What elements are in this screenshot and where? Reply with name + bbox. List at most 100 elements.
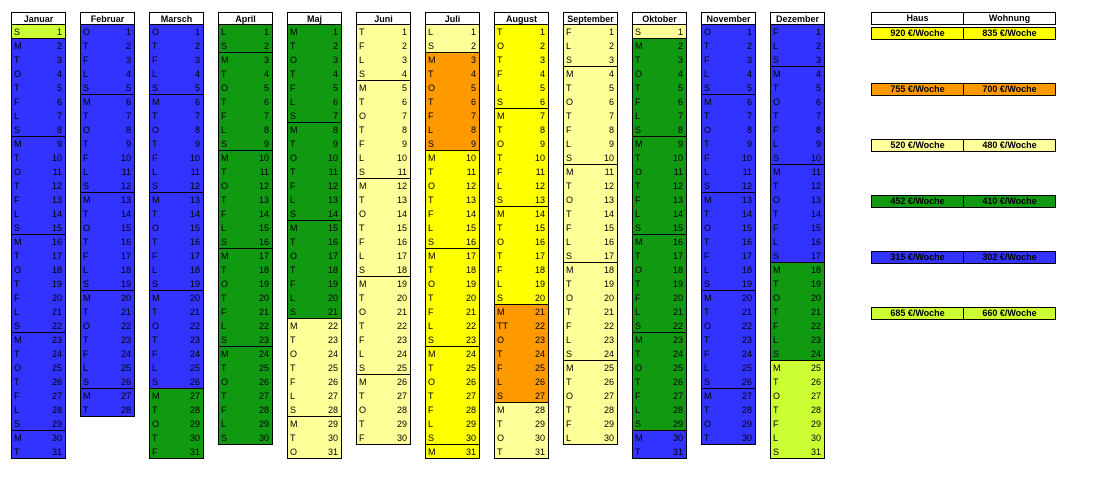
weekday-letter: O (773, 97, 781, 107)
day-cell: T 31 (11, 445, 66, 459)
weekday-letter: M (290, 27, 298, 37)
weekday-letter: T (428, 293, 434, 303)
weekday-letter: L (497, 377, 503, 387)
weekday-letter: F (359, 41, 365, 51)
day-cell: O 11 (632, 165, 687, 179)
day-number: 16 (258, 237, 269, 247)
weekday-letter: L (497, 83, 503, 93)
weekday-letter: S (221, 433, 228, 443)
day-cell: M 25 (563, 361, 618, 375)
weekday-letter: T (635, 279, 641, 289)
day-cell: O 20 (563, 291, 618, 305)
weekday-letter: L (635, 111, 641, 121)
day-number: 11 (673, 167, 683, 177)
legend-price-wohnung: 410 €/Woche (964, 195, 1056, 208)
day-cell: F 13 (11, 193, 66, 207)
day-cell: S 12 (80, 179, 135, 193)
day-number: 28 (810, 405, 821, 415)
day-number: 5 (608, 83, 614, 93)
weekday-letter: T (359, 391, 365, 401)
day-number: 24 (810, 349, 821, 359)
month-header: Dezember (770, 12, 825, 25)
weekday-letter: O (704, 27, 712, 37)
weekday-letter: S (152, 377, 159, 387)
day-number: 28 (465, 405, 476, 415)
day-number: 25 (534, 363, 545, 373)
weekday-letter: S (704, 279, 711, 289)
day-number: 20 (120, 293, 131, 303)
weekday-letter: M (290, 125, 298, 135)
day-number: 1 (194, 27, 200, 37)
day-cell: F 25 (494, 361, 549, 375)
day-number: 22 (603, 321, 614, 331)
legend-row: 755 €/Woche 700 €/Woche (871, 83, 1056, 96)
day-number: 6 (401, 97, 407, 107)
day-cell: O 25 (632, 361, 687, 375)
weekday-letter: S (83, 181, 90, 191)
weekday-letter: T (290, 335, 296, 345)
day-cell: O 15 (149, 221, 204, 235)
weekday-letter: S (497, 195, 504, 205)
day-cell: M 14 (494, 207, 549, 221)
day-cell: S 30 (218, 431, 273, 445)
day-number: 27 (120, 391, 131, 401)
day-number: 26 (465, 377, 476, 387)
weekday-letter: T (290, 265, 296, 275)
day-number: 30 (672, 433, 683, 443)
day-number: 14 (465, 209, 476, 219)
weekday-letter: T (83, 237, 89, 247)
day-number: 3 (56, 55, 62, 65)
weekday-letter: L (83, 167, 89, 177)
day-cell: S 26 (80, 375, 135, 389)
day-number: 11 (259, 167, 269, 177)
day-number: 19 (327, 279, 338, 289)
month-column: Maj M 1 T 2 O 3 T 4 F 5 L 6 S 7 M 8 T 9 O 10 T 11 F 12 L 13 S 14 M 15 T… (287, 12, 342, 459)
day-number: 23 (672, 335, 683, 345)
weekday-letter: M (635, 41, 643, 51)
weekday-letter: L (290, 195, 296, 205)
day-number: 28 (672, 405, 683, 415)
day-number: 30 (258, 433, 269, 443)
day-number: 21 (672, 307, 683, 317)
weekday-letter: T (359, 223, 365, 233)
weekday-letter: L (428, 27, 434, 37)
day-cell: O 22 (80, 319, 135, 333)
weekday-letter: L (566, 41, 572, 51)
day-number: 1 (263, 27, 269, 37)
weekday-letter: S (635, 223, 642, 233)
day-cell: M 30 (632, 431, 687, 445)
weekday-letter: O (566, 391, 574, 401)
day-number: 15 (189, 223, 200, 233)
day-number: 3 (470, 55, 476, 65)
weekday-letter: L (221, 321, 227, 331)
weekday-letter: T (497, 251, 503, 261)
day-cell: M 16 (632, 235, 687, 249)
weekday-letter: O (497, 433, 505, 443)
weekday-letter: T (704, 237, 710, 247)
day-cell: L 29 (218, 417, 273, 431)
weekday-letter: O (14, 363, 22, 373)
day-number: 30 (534, 433, 545, 443)
day-number: 22 (396, 321, 407, 331)
weekday-letter: S (566, 251, 573, 261)
day-cell: T 17 (494, 249, 549, 263)
day-number: 24 (465, 349, 476, 359)
day-number: 28 (396, 405, 407, 415)
day-number: 24 (534, 349, 545, 359)
day-cell: T 14 (701, 207, 756, 221)
day-number: 7 (401, 111, 407, 121)
weekday-letter: S (290, 111, 297, 121)
legend-price-haus: 315 €/Woche (871, 251, 964, 264)
